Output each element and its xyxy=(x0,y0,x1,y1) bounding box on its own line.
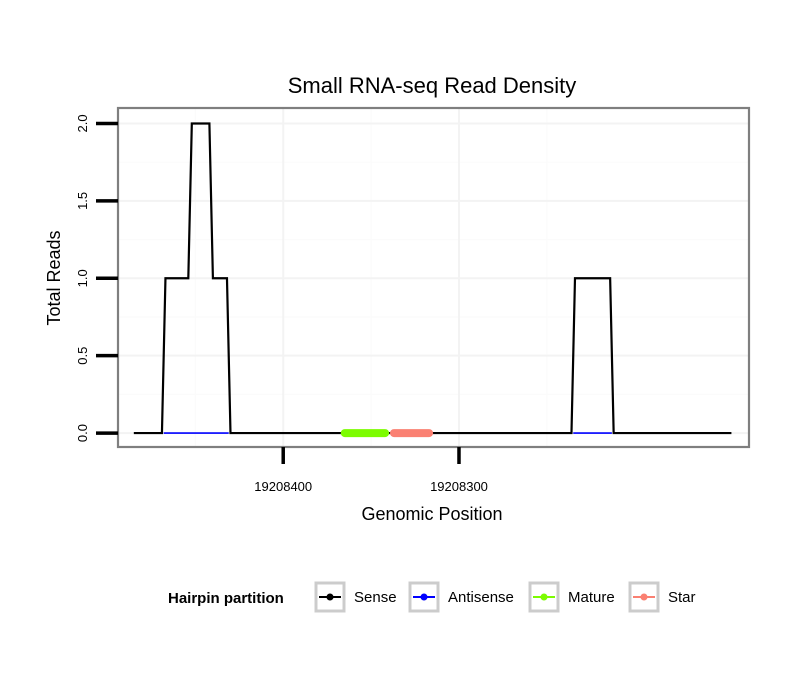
y-tick-label: 0.5 xyxy=(75,347,90,365)
legend-title: Hairpin partition xyxy=(168,590,284,607)
legend-label: Mature xyxy=(568,589,615,606)
x-axis: 19208400 19208300 xyxy=(254,447,488,494)
legend-item-star: Star xyxy=(628,581,696,613)
y-axis: 0.0 0.5 1.0 1.5 2.0 xyxy=(75,114,118,442)
legend-label: Antisense xyxy=(448,589,514,606)
legend-key-point xyxy=(420,593,428,601)
legend-item-antisense: Antisense xyxy=(408,581,514,613)
legend-label: Sense xyxy=(354,589,397,606)
legend-key-point xyxy=(640,593,648,601)
y-tick-label: 0.0 xyxy=(75,424,90,442)
y-tick-label: 1.0 xyxy=(75,269,90,287)
x-axis-title: Genomic Position xyxy=(361,504,502,524)
x-tick-label: 19208400 xyxy=(254,479,312,494)
legend-item-mature: Mature xyxy=(528,581,615,613)
legend-key-point xyxy=(540,593,548,601)
legend-label: Star xyxy=(668,589,696,606)
y-tick-label: 2.0 xyxy=(75,114,90,132)
chart-title: Small RNA-seq Read Density xyxy=(288,73,577,98)
y-tick-label: 1.5 xyxy=(75,192,90,210)
y-axis-title: Total Reads xyxy=(44,230,64,325)
legend: Hairpin partition Sense Antisense Mature St… xyxy=(168,581,696,613)
legend-key-point xyxy=(326,593,334,601)
x-tick-label: 19208300 xyxy=(430,479,488,494)
plot-panel xyxy=(116,106,751,449)
series-sense-line xyxy=(133,122,732,435)
legend-item-sense: Sense xyxy=(314,581,397,613)
